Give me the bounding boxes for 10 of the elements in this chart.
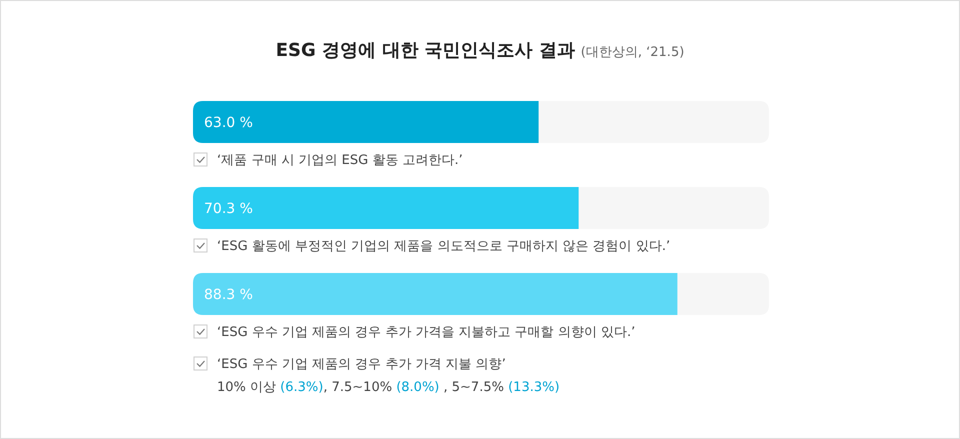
text: 10% 이상 (6.3%), 7.5~10% (8.0%) , 5~7.5% (13.3%) [217, 380, 560, 395]
data-label: 70.3 % [204, 201, 253, 217]
annotation: ‘ESG 우수 기업 제품의 경우 추가 가격 지불 의향’ [217, 357, 506, 372]
y-tick-label: ‘ESG 활동에 부정적인 기업의 제품을 의도적으로 구매하지 않은 경험이 있다.’ [217, 239, 670, 254]
chart-subtitle: (대한상의, ‘21.5) [580, 45, 684, 60]
y-tick-label: ‘제품 구매 시 기업의 ESG 활동 고려한다.’ [217, 153, 463, 168]
data-label: 63.0 % [204, 115, 253, 131]
data-label: 88.3 % [204, 287, 253, 303]
y-tick-label: ‘ESG 우수 기업 제품의 경우 추가 가격을 지불하고 구매할 의향이 있다.’ [217, 325, 636, 340]
chart-title: ESG 경영에 대한 국민인식조사 결과 [276, 40, 575, 61]
